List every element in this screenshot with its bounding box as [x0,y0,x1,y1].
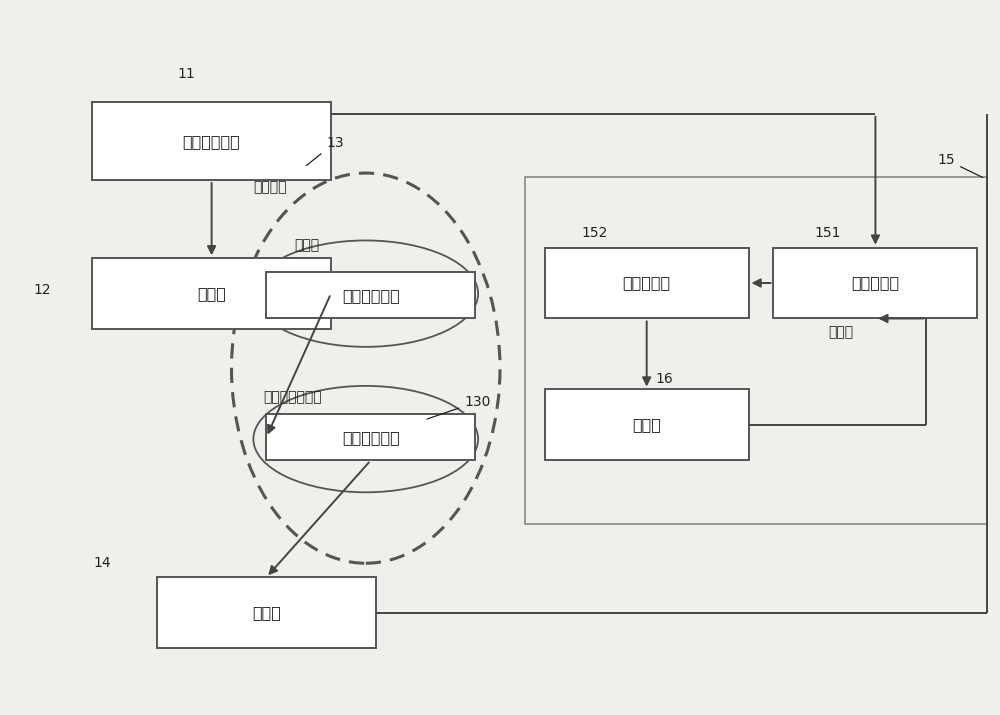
Text: 152: 152 [581,227,608,240]
Text: 15: 15 [938,153,983,177]
Text: 130: 130 [427,395,491,419]
Bar [266,272,475,318]
Bar [545,247,749,318]
Text: 缺陷检测模型: 缺陷检测模型 [342,288,400,303]
Text: 控制台: 控制台 [197,286,226,301]
Text: 151: 151 [815,227,841,240]
Text: 14: 14 [93,556,111,571]
Bar [525,177,987,524]
Text: 控制器: 控制器 [252,606,281,621]
Text: 11: 11 [178,66,196,81]
Text: 缺陷检测模型: 缺陷检测模型 [342,430,400,445]
Text: 服务器组: 服务器组 [253,180,287,194]
Bar [266,414,475,460]
Text: 12: 12 [34,283,51,297]
Bar [92,102,331,180]
Text: 16: 16 [655,372,673,386]
Text: 数据库: 数据库 [828,325,853,340]
Text: 训练器: 训练器 [632,418,661,433]
Bar [157,578,376,649]
Bar [92,258,331,329]
Text: 13: 13 [306,136,344,166]
Bar [773,247,977,318]
Bar [545,390,749,460]
Text: 服务器: 服务器 [294,238,319,252]
Text: 检测模型服务器: 检测模型服务器 [263,390,322,404]
Text: 图像采集设备: 图像采集设备 [183,134,240,149]
Text: 生产数据库: 生产数据库 [851,275,899,290]
Text: 训练数据库: 训练数据库 [623,275,671,290]
